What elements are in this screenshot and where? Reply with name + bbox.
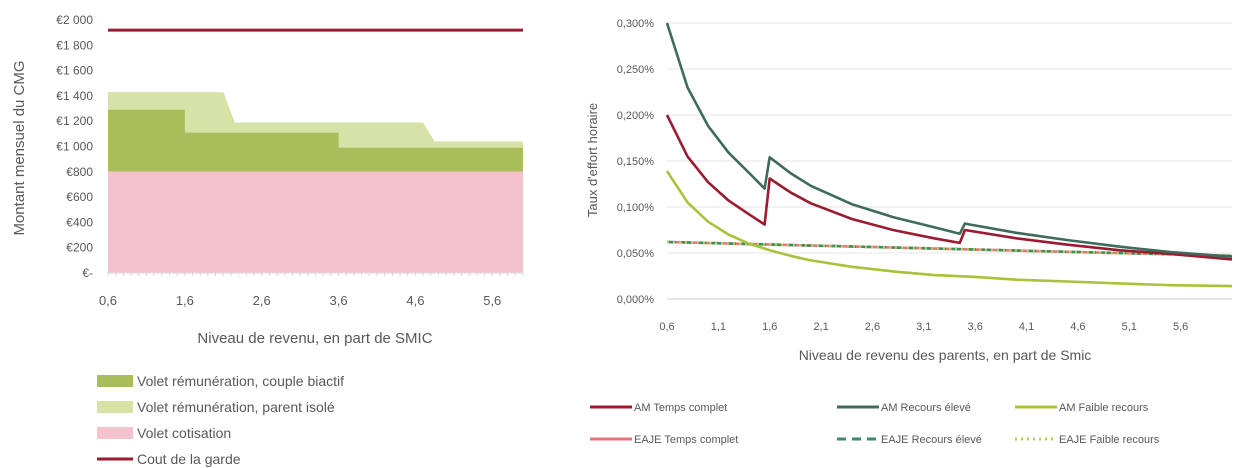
y-tick-label: €600: [66, 190, 93, 204]
effort-rate-line-chart: 0,000% 0,050% 0,100% 0,150% 0,200% 0,250% 0,30…: [585, 18, 1233, 446]
legend-swatch-couple: [97, 375, 133, 387]
legend-label-couple: Volet rémunération, couple biactif: [137, 373, 344, 389]
area-volet-cotisation: [108, 171, 523, 273]
x-tick-label: 1,1: [711, 321, 726, 333]
y-tick-label: €800: [66, 165, 93, 179]
x-tick-label: 5,6: [1173, 321, 1188, 333]
y-axis-title: Montant mensuel du CMG: [11, 60, 28, 235]
x-axis-title: Niveau de revenu, en part de SMIC: [197, 330, 432, 347]
legend-label: EAJE Faible recours: [1059, 434, 1160, 446]
series-line-am-temps-complet: [665, 114, 1233, 261]
y-tick-label: 0,050%: [617, 248, 655, 260]
y-tick-label: €1 400: [56, 89, 93, 103]
y-tick-label: €2 000: [56, 13, 93, 27]
legend-label: AM Faible recours: [1059, 402, 1149, 414]
area-volet-remuneration-couple-biactif: [108, 109, 523, 172]
series-line-am-recours-lev-: [665, 22, 1233, 258]
y-axis-title: Taux d'effort horaire: [585, 103, 600, 217]
y-tick-label: 0,300%: [617, 18, 655, 30]
legend-label: AM Recours élevé: [881, 402, 971, 414]
x-axis-title: Niveau de revenu des parents, en part de…: [799, 347, 1092, 363]
y-tick-label: €1 600: [56, 64, 93, 78]
legend-label: EAJE Recours élevé: [881, 434, 982, 446]
y-tick-label: 0,200%: [617, 110, 655, 122]
legend-label-cotisation: Volet cotisation: [137, 425, 231, 441]
series-line-eaje-recours-lev-: [666, 240, 1233, 258]
y-tick-label: €400: [66, 215, 93, 229]
y-tick-label: 0,250%: [617, 64, 655, 76]
x-tick-label: 5,1: [1122, 321, 1137, 333]
y-tick-label: 0,150%: [617, 156, 655, 168]
legend-swatch-cotisation: [97, 427, 133, 439]
legend-label-garde: Cout de la garde: [137, 451, 241, 467]
legend-label: EAJE Temps complet: [634, 434, 738, 446]
y-tick-label: €1 000: [56, 140, 93, 154]
y-tick-label: €1 200: [56, 114, 93, 128]
y-tick-label: €-: [82, 266, 93, 280]
y-tick-label: €1 800: [56, 38, 93, 52]
x-tick-label: 1,6: [176, 293, 194, 308]
x-tick-label: 3,6: [968, 321, 983, 333]
series-line-am-faible-recours: [665, 170, 1233, 288]
x-tick-label: 4,6: [1070, 321, 1085, 333]
legend-swatch-isole: [97, 401, 133, 413]
x-tick-label: 4,6: [406, 293, 424, 308]
x-tick-label: 3,1: [916, 321, 931, 333]
x-tick-label: 3,6: [330, 293, 348, 308]
x-tick-label: 4,1: [1019, 321, 1034, 333]
x-tick-label: 1,6: [762, 321, 777, 333]
x-tick-label: 0,6: [99, 293, 117, 308]
y-tick-label: €200: [66, 241, 93, 255]
legend-label: AM Temps complet: [634, 402, 727, 414]
legend-label-isole: Volet rémunération, parent isolé: [137, 399, 335, 415]
y-tick-label: 0,100%: [617, 202, 655, 214]
x-tick-label: 5,6: [483, 293, 501, 308]
x-tick-label: 2,1: [813, 321, 828, 333]
x-tick-label: 2,6: [865, 321, 880, 333]
cmg-area-chart: €- €200 €400 €600 €800 €1 000 €1 200 €1 400 €1 6…: [11, 13, 524, 467]
series-line-eaje-faible-recours: [666, 240, 1233, 258]
y-tick-label: 0,000%: [617, 294, 655, 306]
x-tick-label: 0,6: [659, 321, 674, 333]
x-tick-label: 2,6: [253, 293, 271, 308]
